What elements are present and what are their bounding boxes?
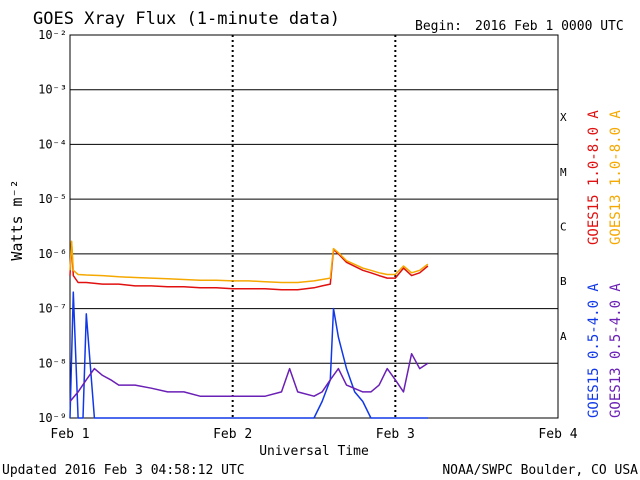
legend-goes13-long: GOES13 1.0-8.0 A	[608, 110, 624, 245]
y-tick-label: 10⁻²	[38, 28, 67, 42]
updated-timestamp: Updated 2016 Feb 3 04:58:12 UTC	[2, 463, 245, 478]
series-line-3	[69, 352, 429, 402]
y-tick-label: 10⁻⁴	[38, 137, 67, 151]
begin-label: Begin:	[415, 19, 462, 34]
credit-text: NOAA/SWPC Boulder, CO USA	[442, 463, 638, 478]
flare-class-label: M	[560, 166, 567, 179]
y-axis-label: Watts m⁻²	[8, 179, 26, 260]
flare-class-label: C	[560, 221, 567, 234]
legend-goes15-long: GOES15 1.0-8.0 A	[586, 110, 602, 245]
y-tick-label: 10⁻⁹	[38, 411, 67, 425]
x-tick-label: Feb 3	[376, 427, 415, 442]
y-tick-label: 10⁻⁶	[38, 247, 67, 261]
chart-title: GOES Xray Flux (1-minute data)	[33, 9, 340, 29]
x-tick-label: Feb 4	[538, 427, 577, 442]
y-tick-label: 10⁻⁷	[38, 302, 67, 316]
horizontal-gridlines	[70, 34, 558, 419]
y-tick-label: 10⁻³	[38, 83, 67, 97]
x-axis-label: Universal Time	[259, 444, 369, 459]
legend-goes15-short: GOES15 0.5-4.0 A	[586, 283, 602, 418]
flare-class-labels: A B C M X	[560, 111, 567, 343]
x-tick-label: Feb 2	[213, 427, 252, 442]
y-tick-label: 10⁻⁵	[38, 192, 67, 206]
x-tick-labels: Feb 1 Feb 2 Feb 3 Feb 4	[50, 427, 577, 442]
begin-value: 2016 Feb 1 0000 UTC	[475, 19, 624, 34]
y-tick-label: 10⁻⁸	[38, 356, 67, 370]
plot-frame	[69, 34, 559, 419]
legend-goes13-short: GOES13 0.5-4.0 A	[608, 283, 624, 418]
y-tick-labels: 10⁻⁹ 10⁻⁸ 10⁻⁷ 10⁻⁶ 10⁻⁵ 10⁻⁴ 10⁻³ 10⁻²	[38, 28, 67, 425]
x-tick-label: Feb 1	[50, 427, 89, 442]
flare-class-label: X	[560, 111, 567, 124]
series-line-2	[69, 291, 428, 419]
series-layer	[69, 240, 429, 419]
flare-class-label: B	[560, 275, 567, 288]
series-line-0	[69, 241, 429, 291]
series-line-1	[69, 240, 429, 284]
vertical-day-dividers	[231, 35, 397, 418]
flare-class-label: A	[560, 330, 567, 343]
